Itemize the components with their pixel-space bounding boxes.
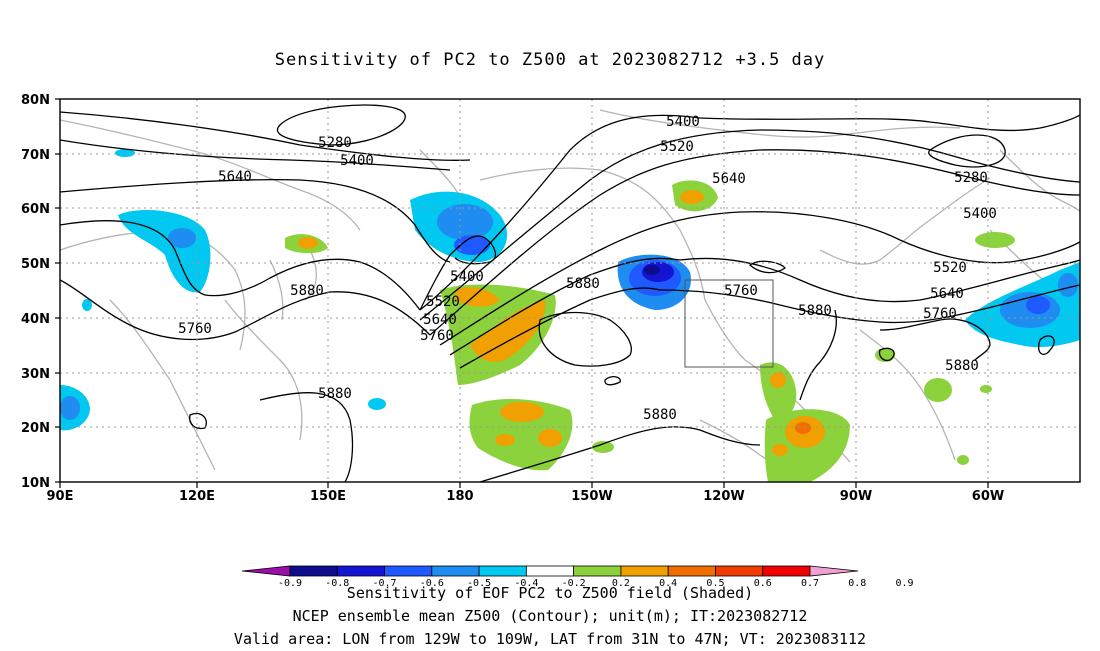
lon-label: 90W: [840, 489, 872, 504]
lon-label: 60W: [972, 489, 1004, 504]
contour-label: 5640: [218, 169, 252, 185]
gridlines: [60, 99, 1080, 482]
lat-label: 60N: [21, 202, 50, 217]
footer-line-valid-area: Valid area: LON from 129W to 109W, LAT f…: [233, 630, 867, 648]
contour-label: 5400: [450, 269, 484, 285]
contour-label: 5880: [945, 358, 979, 374]
colorbar-tick-label: -0.8: [325, 578, 349, 589]
contour-label: 5520: [933, 260, 967, 276]
contour-label: 5280: [954, 170, 988, 186]
latitude-labels: 80N 70N 60N 50N 40N 30N 20N 10N: [21, 93, 50, 491]
colorbar-swatch: [715, 565, 764, 577]
colorbar-high-triangle: [809, 565, 859, 577]
contour-labels: 5280 5400 5640 5400 5520 5640 5280 5400 …: [178, 114, 997, 423]
contour-label: 5760: [178, 321, 212, 337]
lat-label: 20N: [21, 421, 50, 436]
colorbar-tick-label: -0.9: [278, 578, 302, 589]
colorbar-swatch: [478, 565, 527, 577]
footer: Sensitivity of EOF PC2 to Z500 field (Sh…: [0, 582, 1100, 651]
colorbar-tick-label: -0.5: [467, 578, 491, 589]
colorbar-tick-label: 0.8: [848, 578, 866, 589]
contour-label: 5880: [290, 283, 324, 299]
axis-ticks: [55, 98, 989, 488]
contour-label: 5640: [930, 286, 964, 302]
colorbar-tick-label: -0.6: [420, 578, 444, 589]
colorbar-low-triangle: [241, 565, 291, 577]
colorbar-tick-label: -0.4: [514, 578, 538, 589]
contour-label: 5760: [923, 306, 957, 322]
colorbar-swatch: [620, 565, 669, 577]
contour-label: 5400: [963, 206, 997, 222]
lat-label: 10N: [21, 476, 50, 491]
lon-label: 120E: [179, 489, 215, 504]
map-title: Sensitivity of PC2 to Z500 at 2023082712…: [274, 50, 826, 70]
contour-label: 5400: [666, 114, 700, 130]
sensitivity-shading: [60, 149, 1080, 482]
plot-frame: [59, 98, 1081, 483]
footer-line-shading: Sensitivity of EOF PC2 to Z500 field (Sh…: [346, 584, 754, 602]
contour-label: 5520: [660, 139, 694, 155]
colorbar-tick-label: 0.9: [896, 578, 914, 589]
lat-label: 40N: [21, 312, 50, 327]
colorbar-tick-label: -0.2: [562, 578, 586, 589]
lon-label: 150W: [571, 489, 612, 504]
contour-label: 5880: [643, 407, 677, 423]
contour-label: 5760: [724, 283, 758, 299]
contour-label: 5640: [712, 171, 746, 187]
lat-label: 70N: [21, 148, 50, 163]
contour-label: 5640: [423, 312, 457, 328]
contour-label: 5880: [318, 386, 352, 402]
colorbar-tick-label: 0.2: [612, 578, 630, 589]
lon-label: 150E: [310, 489, 346, 504]
valid-area-box: [684, 279, 774, 368]
colorbar-swatch: [336, 565, 385, 577]
colorbar-swatch: [762, 565, 811, 577]
colorbar-swatch: [431, 565, 480, 577]
colorbar-tick-label: 0.5: [706, 578, 724, 589]
contour-label: 5760: [420, 328, 454, 344]
contour-label: 5880: [798, 303, 832, 319]
lon-label: 120W: [703, 489, 744, 504]
lon-label: 180: [446, 489, 473, 504]
lon-label: 90E: [47, 489, 74, 504]
colorbar-swatch: [289, 565, 338, 577]
contour-label: 5880: [566, 276, 600, 292]
lat-label: 80N: [21, 93, 50, 108]
colorbar-tick-label: 0.7: [801, 578, 819, 589]
colorbar-swatch: [384, 565, 433, 577]
colorbar-swatch: [525, 565, 575, 577]
colorbar: -0.9 -0.8 -0.7 -0.6 -0.5 -0.4 -0.2 0.2 0.4 0.5 0.6…: [241, 565, 914, 589]
colorbar-swatch: [573, 565, 622, 577]
colorbar-swatch: [667, 565, 716, 577]
contour-label: 5280: [318, 135, 352, 151]
lat-label: 30N: [21, 367, 50, 382]
longitude-labels: 90E 120E 150E 180 150W 120W 90W 60W: [47, 489, 1005, 504]
contour-label: 5400: [340, 153, 374, 169]
colorbar-tick-label: 0.6: [754, 578, 772, 589]
colorbar-tick-label: 0.4: [659, 578, 677, 589]
contour-label: 5520: [426, 294, 460, 310]
footer-line-contour: NCEP ensemble mean Z500 (Contour); unit(…: [292, 607, 808, 625]
lat-label: 50N: [21, 257, 50, 272]
colorbar-tick-label: -0.7: [372, 578, 396, 589]
